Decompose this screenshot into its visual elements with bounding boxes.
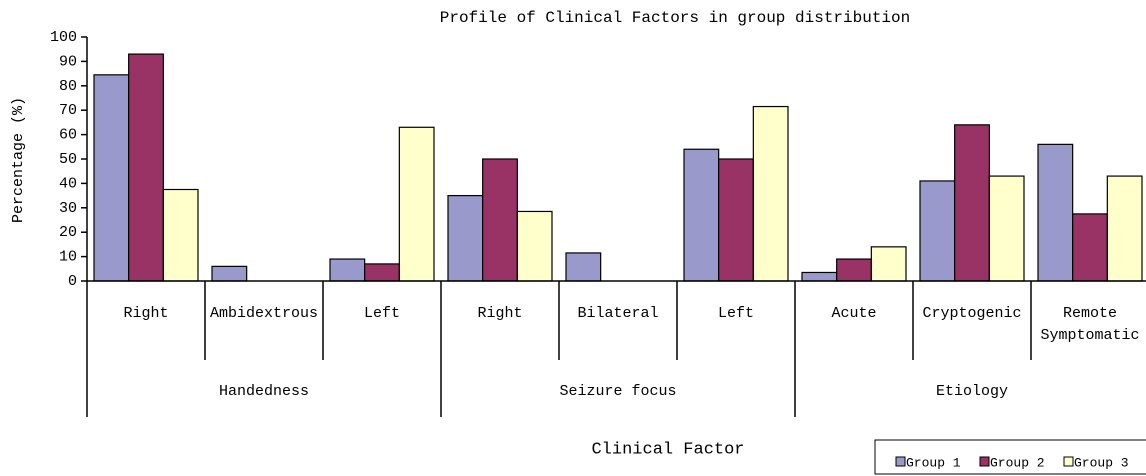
bar [516,210,553,282]
legend-label: Group 2 [990,455,1045,470]
y-tick-label: 30 [59,200,77,217]
group-label: Seizure focus [559,383,677,400]
bar [1037,143,1074,282]
y-tick-label: 20 [59,224,77,241]
group-label: Handedness [218,383,309,400]
bar [988,175,1025,282]
y-tick-label: 100 [50,29,77,46]
y-tick-label: 80 [59,78,77,95]
x-tick-label: Right [477,305,523,322]
legend-box [874,439,1146,475]
x-axis-label: Clinical Factor [591,440,744,459]
y-tick-label: 70 [59,102,77,119]
y-tick-label: 60 [59,127,77,144]
bar [870,246,907,282]
y-tick-label: 0 [68,273,77,290]
legend-label: Group 1 [906,455,961,470]
bar [752,105,789,282]
bar [683,148,720,282]
bar [954,124,990,282]
bar [482,158,518,282]
legend-swatch [1063,456,1074,467]
bar [565,252,602,282]
bar [919,180,956,282]
y-tick-label: 90 [59,53,77,70]
bar [162,188,199,282]
bar [128,53,164,282]
bar [447,195,484,282]
bar [93,74,130,282]
x-tick-label: Left [717,305,754,322]
bar [329,258,366,282]
bar [1072,213,1108,282]
x-tick-label: Acute [831,305,877,322]
bar [364,263,400,282]
bar [718,158,754,282]
x-tick-label: Cryptogenic [922,305,1022,322]
bar [398,126,435,282]
y-tick-label: 10 [59,249,77,266]
bar [1106,175,1143,282]
y-tick-label: 50 [59,151,77,168]
x-tick-label: Remote Symptomatic [1040,305,1140,344]
bar [836,258,872,282]
chart-title: Profile of Clinical Factors in group dis… [440,9,910,27]
group-label: Etiology [935,383,1008,400]
legend-swatch [979,456,990,467]
bar [801,271,838,282]
x-tick-label: Ambidextrous [209,305,319,322]
bar [211,265,248,282]
y-tick-label: 40 [59,175,77,192]
legend-label: Group 3 [1074,455,1129,470]
x-tick-label: Bilateral [577,305,659,322]
x-tick-label: Left [363,305,400,322]
x-tick-label: Right [123,305,169,322]
legend-swatch [895,456,906,467]
y-axis-label: Percentage (%) [10,97,27,223]
